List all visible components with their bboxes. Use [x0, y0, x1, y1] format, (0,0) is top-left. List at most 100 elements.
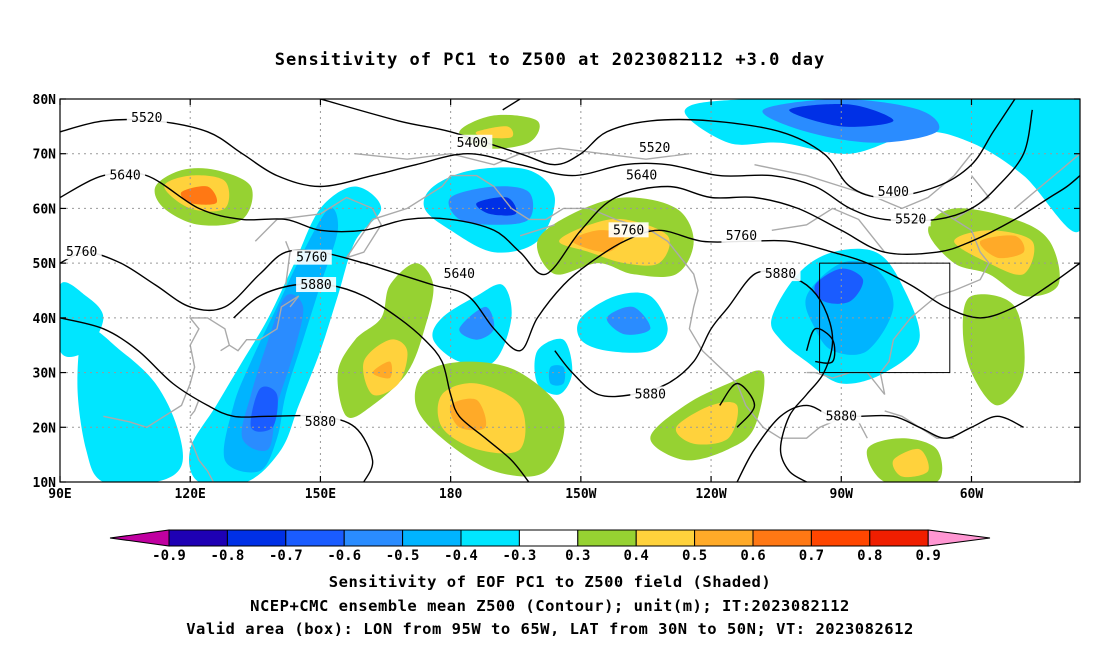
- lon-tick-label: 90E: [48, 487, 71, 502]
- contour-label-bg: [760, 266, 801, 282]
- colorbar-label: -0.5: [386, 548, 420, 564]
- coastline: [254, 174, 495, 259]
- footer-line-3: Valid area (box): LON from 95W to 65W, L…: [186, 620, 914, 638]
- coastline: [519, 224, 556, 237]
- colorbar-low-arrow: [109, 529, 170, 547]
- shade-region: [250, 386, 278, 432]
- shade-region: [548, 365, 566, 386]
- shade-region: [77, 327, 183, 482]
- contour-label-text: 5880: [305, 415, 336, 430]
- contour-label-text: 5760: [613, 223, 644, 238]
- contour-label-text: 5400: [878, 185, 909, 200]
- contour-label-text: 5520: [131, 111, 162, 126]
- contour-label-text: 5640: [444, 267, 475, 282]
- contour-label: 5880: [760, 266, 801, 282]
- plot-frame: [59, 98, 1081, 483]
- contour-label-bg: [61, 244, 102, 260]
- contour-label-bg: [873, 184, 914, 200]
- contour-label-bg: [608, 222, 649, 238]
- colorbar: -0.9 -0.8 -0.7 -0.6 -0.5 -0.4 -0.3 0.3 0.4 0.5 0.6…: [109, 529, 991, 564]
- lon-tick-label: 180: [439, 487, 463, 502]
- coastline: [884, 410, 955, 439]
- colorbar-segment: [518, 529, 579, 547]
- contour-label-text: 5880: [300, 278, 331, 293]
- colorbar-segment: [402, 529, 462, 547]
- shade-region: [892, 448, 929, 478]
- contour-label-bg: [439, 266, 480, 282]
- colorbar-segment: [694, 529, 754, 547]
- lat-tick-label: 10N: [33, 476, 57, 491]
- colorbar-label: 0.6: [740, 548, 765, 564]
- contour-label-bg: [890, 211, 931, 227]
- contour-label-text: 5640: [626, 169, 657, 184]
- map-plot: 5520 5400 5520 5640 5640 5400 5520 5760 5760 5760…: [33, 93, 1081, 502]
- coastline: [189, 399, 200, 417]
- colorbar-high-arrow: [927, 529, 991, 547]
- shade-region: [459, 306, 495, 340]
- coastline: [103, 317, 231, 429]
- contour-label: 5760: [291, 249, 332, 266]
- coastline: [228, 295, 300, 352]
- contour-label-bg: [721, 227, 762, 243]
- contour-label: 5400: [452, 134, 493, 151]
- contour-label-bg: [821, 408, 862, 424]
- colorbar-segment: [577, 529, 637, 547]
- contour-label: 5880: [630, 386, 671, 402]
- colorbar-segment: [168, 529, 228, 547]
- contour-label: 5520: [890, 211, 931, 227]
- colorbar-label: -0.4: [444, 548, 478, 564]
- lat-tick-label: 20N: [33, 421, 57, 436]
- coastline: [493, 186, 868, 439]
- colorbar-label: 0.5: [682, 548, 707, 564]
- contour-label: 5640: [105, 167, 146, 184]
- contour-label: 5400: [873, 184, 914, 200]
- colorbar-segment: [869, 529, 929, 547]
- contour-label: 5760: [608, 222, 649, 238]
- lon-tick-label: 150W: [565, 487, 596, 502]
- lon-tick-label: 60W: [960, 487, 984, 502]
- contour-label-bg: [105, 167, 146, 183]
- contour-5880: [233, 282, 530, 482]
- contour-label: 5760: [721, 227, 762, 244]
- contour-label: 5880: [300, 413, 341, 430]
- contour-label-text: 5880: [765, 267, 796, 282]
- colorbar-label: -0.6: [327, 548, 361, 564]
- lat-tick-label: 40N: [33, 312, 57, 327]
- lon-tick-label: 150E: [305, 487, 336, 502]
- coastline: [771, 207, 886, 253]
- colorbar-segment: [635, 529, 696, 547]
- lon-tick-label: 90W: [830, 487, 854, 502]
- coastline: [754, 153, 973, 210]
- contour-5760: [60, 229, 1080, 352]
- contour-label: 5640: [621, 167, 662, 184]
- colorbar-label: 0.8: [857, 548, 882, 564]
- colorbar-segment: [226, 529, 287, 547]
- colorbar-segment: [752, 529, 812, 547]
- contour-5880: [60, 317, 374, 482]
- colorbar-label: -0.8: [211, 548, 245, 564]
- shade-region: [60, 282, 104, 357]
- contour-5880: [805, 327, 836, 364]
- contour-label-text: 5760: [726, 229, 757, 244]
- contour-label-text: 5880: [826, 409, 857, 424]
- contour-label-text: 5880: [635, 387, 666, 402]
- lat-tick-label: 30N: [33, 367, 57, 382]
- contour-label-bg: [291, 249, 332, 265]
- contour-label-text: 5760: [66, 245, 97, 260]
- contour-5640: [60, 171, 1080, 276]
- contour-labels: 5520 5400 5520 5640 5640 5400 5520 5760 5760 5760…: [61, 110, 931, 430]
- contour-label-text: 5520: [639, 141, 670, 156]
- contour-label-bg: [634, 140, 675, 156]
- lon-tick-label: 120E: [175, 487, 206, 502]
- contour-5880: [736, 404, 1024, 482]
- contour-label: 5640: [439, 266, 480, 282]
- colorbar-label: 0.7: [799, 548, 824, 564]
- footer-line-2: NCEP+CMC ensemble mean Z500 (Contour); u…: [250, 597, 850, 615]
- colorbar-label: -0.7: [269, 548, 303, 564]
- coastline: [1014, 153, 1080, 209]
- contour-label-bg: [296, 277, 337, 293]
- contour-5520: [60, 109, 1033, 222]
- lat-tick-label: 80N: [33, 93, 57, 108]
- contour-label-text: 5640: [109, 169, 140, 184]
- contour-5400: [502, 99, 521, 111]
